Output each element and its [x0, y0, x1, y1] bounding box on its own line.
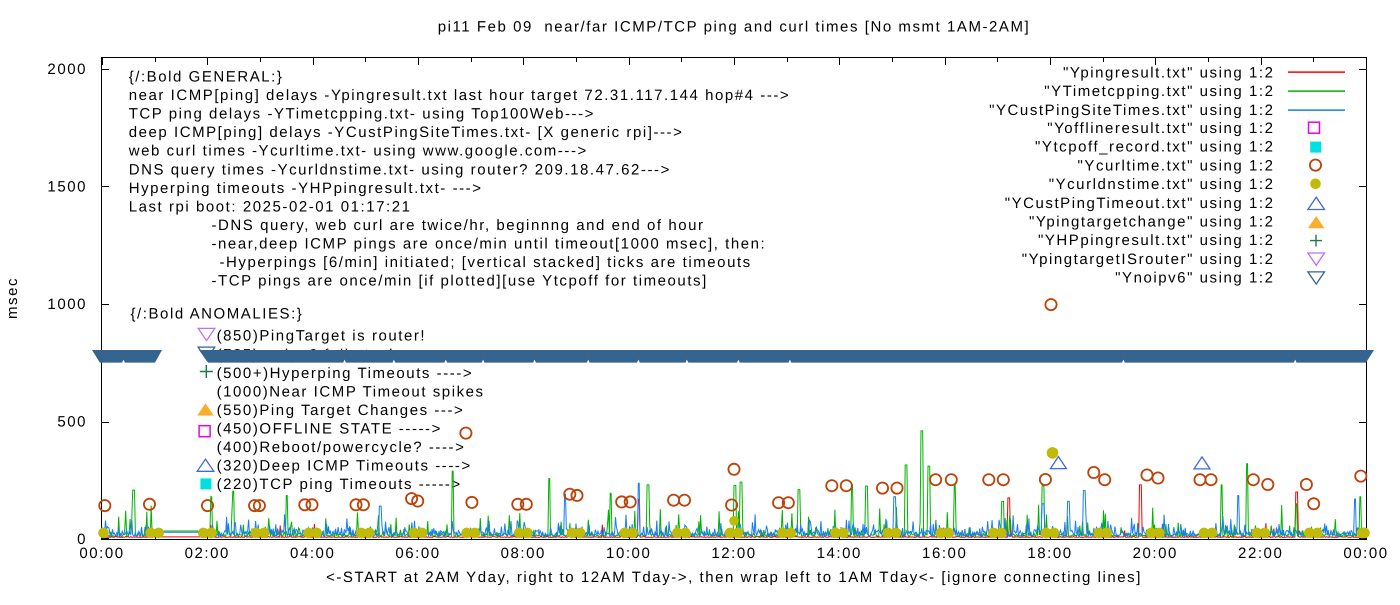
svg-text:{/:Bold ANOMALIES:}: {/:Bold ANOMALIES:} [131, 305, 304, 322]
svg-text:"Ycurldnstime.txt" using 1:2: "Ycurldnstime.txt" using 1:2 [1049, 176, 1275, 193]
svg-text:near ICMP[ping] delays -Ypingr: near ICMP[ping] delays -Ypingresult.txt … [129, 87, 791, 104]
svg-text:deep ICMP[ping] delays -YCustP: deep ICMP[ping] delays -YCustPingSiteTim… [129, 124, 684, 141]
svg-text:pi11 Feb 09 near/far ICMP/TCP: pi11 Feb 09 near/far ICMP/TCP ping and c… [438, 19, 1031, 36]
svg-text:"Ynoipv6" using 1:2: "Ynoipv6" using 1:2 [1115, 270, 1274, 287]
svg-text:TCP ping delays -YTimetcpping.: TCP ping delays -YTimetcpping.txt- using… [129, 106, 595, 123]
svg-text:04:00: 04:00 [290, 545, 335, 562]
svg-text:"Yofflineresult.txt" using 1:2: "Yofflineresult.txt" using 1:2 [1047, 120, 1274, 137]
svg-text:(1000)Near ICMP Timeout spikes: (1000)Near ICMP Timeout spikes [217, 383, 485, 400]
svg-text:-DNS query, web curl are twice: -DNS query, web curl are twice/hr, begin… [212, 217, 705, 234]
svg-text:02:00: 02:00 [185, 545, 230, 562]
svg-text:Last rpi boot: 2025-02-01 01:1: Last rpi boot: 2025-02-01 01:17:21 [129, 198, 412, 215]
svg-text:"YpingtargetISrouter" using 1:: "YpingtargetISrouter" using 1:2 [1022, 251, 1275, 268]
svg-text:(450)OFFLINE STATE ----->: (450)OFFLINE STATE -----> [217, 420, 442, 437]
svg-text:-near,deep ICMP pings are once: -near,deep ICMP pings are once/min until… [212, 236, 767, 253]
svg-text:14:00: 14:00 [817, 545, 862, 562]
svg-text:"YHPpingresult.txt" using 1:2: "YHPpingresult.txt" using 1:2 [1038, 232, 1275, 249]
svg-text:(550)Ping Target Changes --->: (550)Ping Target Changes ---> [217, 402, 465, 419]
svg-text:(500+)Hyperping Timeouts ---->: (500+)Hyperping Timeouts ----> [217, 365, 474, 382]
svg-text:"Ytcpoff_record.txt" using 1:2: "Ytcpoff_record.txt" using 1:2 [1035, 139, 1274, 156]
svg-text:16:00: 16:00 [922, 545, 967, 562]
svg-text:10:00: 10:00 [606, 545, 651, 562]
svg-text:Hyperping timeouts -YHPpingres: Hyperping timeouts -YHPpingresult.txt- -… [129, 180, 483, 197]
svg-text:"YCustPingTimeout.txt" using 1: "YCustPingTimeout.txt" using 1:2 [1005, 195, 1275, 212]
svg-text:-Hyperpings [6/min] initiated;: -Hyperpings [6/min] initiated; [vertical… [220, 254, 752, 271]
svg-text:18:00: 18:00 [1027, 545, 1072, 562]
svg-text:"Ypingresult.txt" using 1:2: "Ypingresult.txt" using 1:2 [1063, 64, 1274, 81]
svg-text:-TCP pings are once/min [if pl: -TCP pings are once/min [if plotted][use… [212, 273, 708, 290]
svg-text:(220)TCP ping Timeouts ----->: (220)TCP ping Timeouts -----> [217, 476, 462, 493]
svg-text:web curl times -Ycurltime.txt-: web curl times -Ycurltime.txt- using www… [128, 143, 588, 160]
svg-text:06:00: 06:00 [395, 545, 440, 562]
svg-text:"Ypingtargetchange" using 1:2: "Ypingtargetchange" using 1:2 [1029, 214, 1274, 231]
svg-text:"YCustPingSiteTimes.txt" using: "YCustPingSiteTimes.txt" using 1:2 [989, 102, 1274, 119]
svg-text:"Ycurltime.txt" using 1:2: "Ycurltime.txt" using 1:2 [1078, 157, 1275, 174]
svg-text:{/:Bold GENERAL:}: {/:Bold GENERAL:} [129, 69, 284, 86]
svg-text:08:00: 08:00 [501, 545, 546, 562]
svg-text:(400)Reboot/powercycle? ---->: (400)Reboot/powercycle? ----> [217, 439, 466, 456]
svg-text:msec: msec [4, 277, 21, 319]
svg-text:20:00: 20:00 [1133, 545, 1178, 562]
svg-text:00:00: 00:00 [1343, 545, 1388, 562]
svg-text:1500: 1500 [47, 179, 87, 196]
svg-text:2000: 2000 [47, 61, 87, 78]
svg-text:500: 500 [57, 414, 87, 431]
svg-text:1000: 1000 [47, 296, 87, 313]
svg-text:22:00: 22:00 [1238, 545, 1283, 562]
svg-text:00:00: 00:00 [79, 545, 124, 562]
svg-text:(850)PingTarget is router!: (850)PingTarget is router! [217, 328, 427, 345]
svg-text:"YTimetcpping.txt" using 1:2: "YTimetcpping.txt" using 1:2 [1044, 83, 1274, 100]
svg-text:DNS query times -Ycurldnstime.: DNS query times -Ycurldnstime.txt- using… [129, 161, 671, 178]
svg-text:0: 0 [77, 531, 87, 548]
svg-text:<-START at 2AM Yday, right to: <-START at 2AM Yday, right to 12AM Tday-… [326, 569, 1142, 586]
svg-text:(320)Deep ICMP Timeouts ---->: (320)Deep ICMP Timeouts ----> [217, 458, 472, 475]
svg-text:12:00: 12:00 [711, 545, 756, 562]
